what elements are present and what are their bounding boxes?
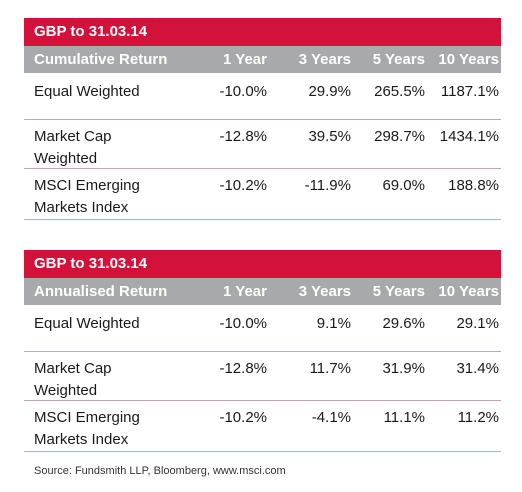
table-row: Equal Weighted -10.0% 29.9% 265.5% 1187.… [24,73,501,120]
column-header-10-years: 10 Years [438,283,499,300]
cell-10-years: 11.2% [457,409,499,426]
column-header-return-type: Cumulative Return [34,51,168,68]
column-header-1-year: 1 Year [223,283,267,300]
cell-3-years: 29.9% [308,83,351,100]
table-row: MSCI Emerging Markets Index -10.2% -11.9%… [24,169,501,220]
cell-10-years: 31.4% [456,360,499,377]
row-label: Market Cap Weighted [34,128,112,167]
cell-10-years: 1187.1% [440,83,499,100]
column-header-3-years: 3 Years [298,51,351,68]
cell-10-years: 1434.1% [439,128,499,145]
row-label: Equal Weighted [34,315,140,332]
table-row: MSCI Emerging Markets Index -10.2% -4.1% … [24,401,501,452]
cell-5-years: 11.1% [383,409,425,426]
cell-1-year: -10.2% [219,177,267,194]
cell-1-year: -10.2% [219,409,267,426]
table-row: Equal Weighted -10.0% 9.1% 29.6% 29.1% [24,305,501,352]
cell-5-years: 31.9% [382,360,425,377]
column-header-5-years: 5 Years [372,283,425,300]
cell-1-year: -12.8% [219,360,267,377]
cell-3-years: 39.5% [308,128,351,145]
cell-3-years: 11.7% [309,360,351,377]
cell-1-year: -12.8% [219,128,267,145]
cell-1-year: -10.0% [219,83,267,100]
table-row: Market Cap Weighted -12.8% 11.7% 31.9% 31… [24,352,501,401]
row-label: MSCI Emerging Markets Index [34,409,140,448]
cell-3-years: 9.1% [316,315,351,332]
annualised-return-table: GBP to 31.03.14 Annualised Return 1 Year… [24,250,501,452]
cell-5-years: 298.7% [374,128,425,145]
table-header-row: Cumulative Return 1 Year 3 Years 5 Years… [24,46,501,73]
cumulative-return-table: GBP to 31.03.14 Cumulative Return 1 Year… [24,18,501,220]
column-header-3-years: 3 Years [298,283,351,300]
cell-3-years: -11.9% [304,177,351,194]
table-row: Market Cap Weighted -12.8% 39.5% 298.7% 1… [24,120,501,169]
column-header-return-type: Annualised Return [34,283,168,300]
table-title: GBP to 31.03.14 [24,18,501,46]
table-title: GBP to 31.03.14 [24,250,501,278]
column-header-1-year: 1 Year [223,51,267,68]
source-note: Source: Fundsmith LLP, Bloomberg, www.ms… [34,465,286,477]
column-header-10-years: 10 Years [438,51,499,68]
cell-10-years: 29.1% [456,315,499,332]
cell-5-years: 69.0% [382,177,425,194]
table-header-row: Annualised Return 1 Year 3 Years 5 Years… [24,278,501,305]
row-label: Market Cap Weighted [34,360,112,399]
row-label: MSCI Emerging Markets Index [34,177,140,216]
row-label: Equal Weighted [34,83,140,100]
column-header-5-years: 5 Years [372,51,425,68]
cell-3-years: -4.1% [311,409,351,426]
cell-1-year: -10.0% [219,315,267,332]
cell-5-years: 265.5% [374,83,425,100]
cell-5-years: 29.6% [382,315,425,332]
cell-10-years: 188.8% [448,177,499,194]
